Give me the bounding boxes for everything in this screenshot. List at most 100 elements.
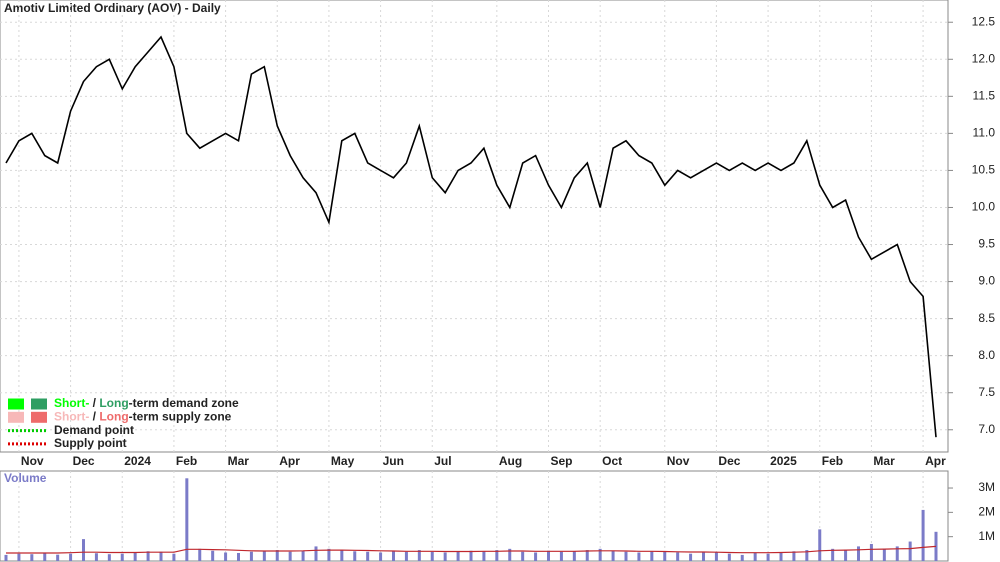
volume-bar — [740, 554, 744, 561]
y2-tick-label: 2M — [978, 505, 995, 519]
legend-label: Short- / Long-term demand zone — [54, 396, 239, 410]
x-tick-label: Sep — [551, 454, 573, 468]
volume-bar — [482, 551, 486, 561]
legend-swatch — [31, 398, 47, 410]
volume-bar — [249, 551, 253, 561]
volume-bar — [404, 551, 408, 561]
y2-tick-label: 3M — [978, 480, 995, 494]
x-tick-label: Nov — [21, 454, 44, 468]
volume-bar — [82, 539, 85, 561]
x-tick-label: Jun — [383, 454, 404, 468]
legend-label: Supply point — [54, 436, 127, 450]
y-tick-label: 9.5 — [978, 237, 995, 251]
volume-bar — [676, 552, 680, 561]
volume-bar — [753, 552, 757, 561]
x-tick-label: Jul — [434, 454, 451, 468]
volume-bar — [831, 548, 835, 561]
volume-bar — [714, 552, 718, 561]
volume-bar — [94, 553, 98, 561]
volume-bar — [211, 550, 215, 561]
volume-bar — [611, 550, 615, 561]
volume-bar — [262, 551, 266, 561]
volume-bar — [547, 550, 550, 561]
volume-bar — [637, 552, 641, 561]
volume-bar — [107, 554, 111, 561]
legend-label-part: / — [89, 409, 99, 423]
y-tick-label: 10.5 — [972, 163, 996, 177]
volume-bar — [585, 550, 589, 561]
legend-label-part: / — [89, 396, 99, 410]
volume-bar — [146, 551, 150, 561]
volume-bar — [508, 548, 512, 561]
volume-bar — [340, 550, 344, 561]
x-tick-label: Dec — [718, 454, 740, 468]
volume-bar — [185, 478, 189, 561]
y-tick-label: 11.5 — [973, 88, 996, 102]
volume-panel — [0, 470, 949, 562]
legend-label: Demand point — [54, 423, 134, 437]
volume-bar — [559, 551, 563, 561]
y-tick-label: 12.0 — [972, 51, 996, 65]
volume-bar — [224, 552, 228, 561]
volume-title: Volume — [4, 471, 47, 485]
y-tick-label: 12.5 — [972, 14, 996, 28]
volume-bar — [172, 553, 176, 561]
x-tick-label: 2024 — [124, 454, 151, 468]
y-tick-label: 11.0 — [973, 126, 996, 140]
volume-bar — [327, 548, 331, 561]
volume-bar — [650, 551, 654, 561]
volume-bar — [495, 550, 499, 561]
x-tick-label: Feb — [822, 454, 843, 468]
chart-title: Amotiv Limited Ordinary (AOV) - Daily — [4, 1, 221, 15]
volume-bar — [727, 553, 731, 561]
volume-bar — [689, 553, 693, 561]
volume-bar — [624, 551, 628, 561]
volume-bar — [379, 552, 383, 561]
x-tick-label: Apr — [925, 454, 946, 468]
x-tick-label: May — [331, 454, 355, 468]
y-tick-label: 8.0 — [978, 348, 995, 362]
volume-bar — [521, 551, 525, 561]
volume-bar — [198, 548, 202, 561]
volume-bar — [572, 551, 576, 561]
legend-swatch — [31, 411, 47, 423]
volume-bar — [456, 551, 460, 561]
y-tick-label: 10.0 — [972, 200, 996, 214]
volume-bar — [120, 553, 124, 561]
price-panel — [0, 0, 949, 453]
volume-bar — [159, 551, 163, 561]
volume-bar — [766, 553, 770, 561]
volume-bar — [469, 550, 473, 561]
volume-bar — [314, 546, 318, 561]
volume-bar — [392, 550, 395, 561]
volume-bar — [288, 551, 292, 561]
y-tick-label: 8.5 — [978, 311, 995, 325]
price-line — [5, 35, 937, 438]
volume-bar — [417, 550, 421, 561]
volume-bar — [353, 551, 357, 561]
volume-bar — [895, 546, 899, 561]
y-tick-label: 7.5 — [978, 385, 995, 399]
volume-bar — [237, 552, 240, 561]
volume-average-line — [6, 545, 937, 554]
volume-bar — [4, 554, 8, 561]
volume-bar — [818, 529, 822, 561]
volume-bar — [882, 548, 886, 561]
volume-bar — [30, 554, 34, 561]
legend-swatch — [8, 398, 24, 410]
legend-label-part: Short- — [54, 396, 89, 410]
volume-bar — [133, 552, 137, 561]
legend-label-part: Long — [99, 409, 128, 423]
volume-bar — [805, 550, 809, 561]
volume-bar — [908, 541, 912, 561]
legend-label: Short- / Long-term supply zone — [54, 409, 232, 423]
y2-tick-label: 1M — [978, 529, 995, 543]
legend-label-part: -term supply zone — [129, 409, 232, 423]
volume-bar — [443, 552, 447, 561]
x-tick-label: Mar — [228, 454, 250, 468]
volume-bar — [663, 551, 667, 561]
legend-label-part: Short- — [54, 409, 89, 423]
x-tick-label: Nov — [667, 454, 690, 468]
volume-bar — [844, 550, 848, 561]
